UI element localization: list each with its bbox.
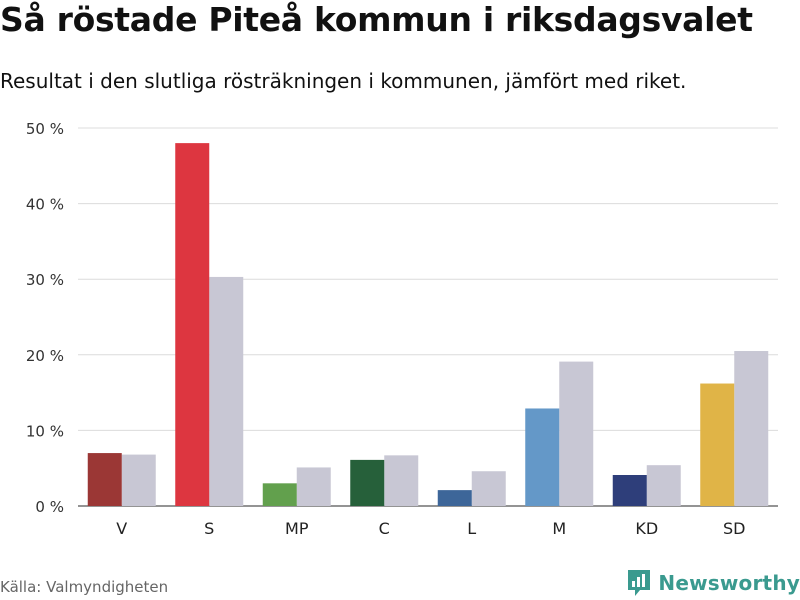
x-tick-label: V: [116, 519, 127, 538]
brand-name: Newsworthy: [658, 571, 800, 595]
y-tick-label: 10 %: [26, 422, 64, 440]
bar-kommun-mp: [262, 483, 297, 506]
x-tick-label: C: [379, 519, 390, 538]
bar-kommun-l: [437, 490, 472, 506]
bar-riket-c: [384, 455, 419, 506]
bar-kommun-s: [175, 143, 210, 506]
source-note: Källa: Valmyndigheten: [0, 578, 169, 596]
chart-title: Så röstade Piteå kommun i riksdagsvalet: [0, 0, 753, 39]
x-tick-label: KD: [635, 519, 658, 538]
y-tick-label: 0 %: [35, 498, 64, 516]
bar-riket-sd: [734, 351, 769, 506]
bar-riket-mp: [296, 467, 331, 506]
bar-riket-s: [209, 276, 244, 506]
brand-logo: Newsworthy: [626, 568, 800, 598]
bar-kommun-m: [525, 408, 560, 506]
y-tick-label: 40 %: [26, 196, 64, 214]
x-tick-label: SD: [723, 519, 745, 538]
newsworthy-logo-icon: [628, 570, 651, 596]
bar-riket-v: [121, 454, 156, 506]
bar-kommun-kd: [612, 475, 647, 506]
y-tick-label: 20 %: [26, 347, 64, 365]
x-tick-label: L: [467, 519, 476, 538]
bar-chart: 0 % 10 % 20 % 30 % 40 % 50 % V S MP C L M KD SD: [26, 120, 778, 538]
bar-riket-kd: [646, 465, 681, 506]
x-tick-label: M: [552, 519, 566, 538]
bar-kommun-c: [350, 459, 385, 506]
bar-riket-m: [559, 361, 594, 506]
bar-kommun-sd: [700, 383, 735, 506]
x-tick-label: S: [204, 519, 214, 538]
y-tick-label: 30 %: [26, 271, 64, 289]
bar-kommun-v: [87, 453, 122, 506]
chart-subtitle: Resultat i den slutliga rösträkningen i …: [0, 69, 687, 93]
x-tick-label: MP: [285, 519, 309, 538]
bar-riket-l: [471, 471, 506, 506]
y-tick-label: 50 %: [26, 120, 64, 138]
